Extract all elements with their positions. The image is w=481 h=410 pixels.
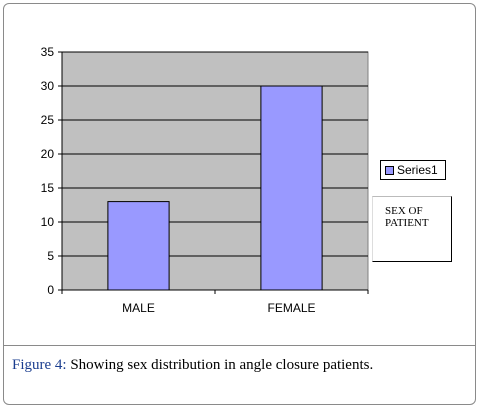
legend-label: Series1 — [397, 163, 438, 177]
figure-caption: Figure 4: Showing sex distribution in an… — [12, 357, 373, 374]
y-tick-label: 15 — [41, 181, 55, 195]
y-tick-label: 35 — [41, 45, 55, 59]
y-tick-label: 25 — [41, 113, 55, 127]
x-tick-label: FEMALE — [267, 301, 315, 315]
caption-divider — [3, 345, 476, 346]
y-tick-label: 10 — [41, 215, 55, 229]
legend-swatch — [385, 165, 394, 175]
caption-label: Figure 4: — [12, 357, 67, 373]
bar-male — [107, 201, 170, 291]
caption-text: Showing sex distribution in angle closur… — [66, 357, 374, 373]
bar-chart: 0 5 10 15 20 25 30 35 MALE FEMALE — [41, 45, 369, 315]
y-tick-label: 20 — [41, 147, 55, 161]
y-tick-label: 5 — [47, 249, 54, 263]
y-tick-label: 30 — [41, 79, 55, 93]
x-tick-label: MALE — [122, 301, 155, 315]
y-tick-label: 0 — [47, 283, 54, 297]
sex-of-patient-label: SEX OF PATIENT — [372, 196, 452, 262]
chart-legend: Series1 — [380, 160, 446, 180]
bar-female — [260, 85, 323, 291]
